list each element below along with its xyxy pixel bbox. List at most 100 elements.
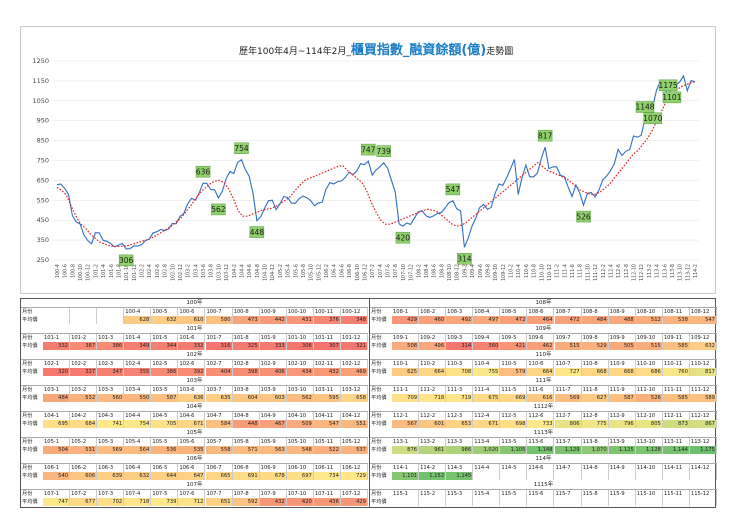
value-cell: 616	[527, 394, 555, 402]
month-cell	[43, 308, 71, 316]
value-cell: 515	[554, 342, 582, 350]
value-cell: 697	[286, 472, 314, 480]
year-heading: 105年	[21, 429, 368, 438]
month-cell: 110-1	[392, 360, 420, 368]
value-row-label: 平均價	[371, 369, 387, 375]
value-row-label: 平均價	[22, 447, 38, 453]
value-cell: 398	[232, 368, 260, 376]
month-cell: 104-1	[43, 412, 71, 420]
year-heading: 1113年	[370, 429, 717, 438]
x-tick-label: 101-12	[132, 264, 138, 281]
value-cell	[555, 498, 582, 506]
month-cell: 113-4	[473, 438, 501, 446]
value-cell: 406	[259, 368, 287, 376]
value-cell: 760	[662, 368, 690, 376]
month-cell: 109-11	[663, 334, 690, 342]
month-cell: 103-5	[151, 386, 179, 394]
data-label-box	[118, 254, 134, 267]
year-section: 105年 月份 105-1 105-2 105-3 105-4 105-5 105-6 105-…	[21, 429, 368, 455]
data-label-box	[395, 231, 411, 244]
value-row-label: 平均價	[371, 499, 387, 505]
month-cell: 115-12	[690, 490, 717, 498]
x-tick-label: 110-10	[539, 264, 545, 281]
monthly-average-table: 100年 月份 100-4 100-5 100-6 100-7 100-8 100-9 100-…	[20, 298, 717, 508]
y-tick-label: 750	[37, 157, 49, 165]
x-tick-label: 105-2	[278, 264, 284, 278]
chart-title-main: 櫃買指數_融資餘額(億)	[351, 42, 486, 58]
x-tick-label: 109-10	[493, 264, 499, 281]
month-cell: 101-7	[206, 334, 233, 342]
value-cell: 1,144	[662, 446, 690, 454]
month-cell: 109-10	[636, 334, 663, 342]
value-cell: 421	[500, 342, 528, 350]
month-cell: 110-8	[582, 360, 609, 368]
year-heading: 109年	[370, 325, 717, 334]
x-tick-label: 106-12	[362, 264, 368, 281]
month-row-label: 月份	[22, 465, 33, 471]
chart-title-suffix: 走勢圖	[486, 45, 513, 57]
month-cell: 105-7	[206, 438, 233, 446]
grid-lines	[53, 60, 699, 261]
value-cell: 563	[259, 446, 287, 454]
month-cell: 106-8	[233, 464, 260, 472]
value-row-label: 平均價	[371, 421, 387, 427]
value-cell: 436	[313, 498, 341, 506]
y-tick-label: 650	[37, 176, 49, 184]
month-cell: 102-2	[70, 360, 98, 368]
month-cell: 114-1	[392, 464, 420, 472]
x-tick-label: 109-12	[501, 264, 507, 281]
value-cell: 569	[97, 446, 125, 454]
x-tick-label: 108-10	[447, 264, 453, 281]
month-cell: 104-12	[341, 412, 368, 420]
x-tick-label: 109-4	[470, 264, 476, 278]
month-cell: 101-9	[260, 334, 287, 342]
month-cell: 111-10	[636, 386, 663, 394]
month-row: 月份 101-1 101-2 101-3 101-4 101-5 101-6 101-7 101…	[21, 334, 368, 342]
month-cell: 113-7	[555, 438, 582, 446]
month-cell: 101-10	[287, 334, 314, 342]
value-cell: 1,125	[608, 446, 636, 454]
data-label: 739	[377, 147, 392, 156]
month-cell: 115-8	[582, 490, 609, 498]
x-tick-label: 108-12	[455, 264, 461, 281]
chart-panel: 歷年100年4月~114年2月_櫃買指數_融資餘額(億)走勢圖 250 350 45…	[20, 26, 716, 294]
value-cell: 658	[340, 394, 368, 402]
value-cell	[663, 498, 690, 506]
month-cell: 105-9	[260, 438, 287, 446]
year-section: 103年 月份 103-1 103-2 103-3 103-4 103-5 103-6 103-…	[21, 377, 368, 403]
month-cell: 111-9	[609, 386, 636, 394]
month-cell: 100-6	[178, 308, 206, 316]
value-cell: 678	[259, 472, 287, 480]
value-cell: 1,020	[473, 446, 501, 454]
month-cell: 112-8	[582, 412, 609, 420]
value-cell: 651	[205, 498, 233, 506]
value-row: 平均價 628 632 610 580 473 442 431 376 348	[21, 316, 368, 324]
x-tick-label: 110-4	[516, 264, 522, 278]
value-cell: 627	[581, 394, 609, 402]
month-row: 月份 113-1 113-2 113-3 113-4 113-5 113-6 113-7 113…	[370, 438, 717, 446]
value-cell: 306	[286, 342, 314, 350]
value-cell: 548	[286, 446, 314, 454]
x-tick-label: 101-4	[101, 264, 107, 278]
value-cell: 316	[205, 342, 233, 350]
x-tick-label: 108-4	[424, 264, 430, 278]
month-row: 月份 107-1 107-2 107-3 107-4 107-5 107-6 107-7 107…	[21, 490, 368, 498]
x-tick-label: 100-4	[55, 264, 61, 278]
margin-balance-line	[56, 81, 696, 248]
month-cell: 104-11	[314, 412, 341, 420]
x-tick-label: 107-4	[378, 264, 384, 278]
x-tick-label: 106-6	[339, 264, 345, 278]
month-cell: 112-1	[392, 412, 420, 420]
month-cell: 115-6	[527, 490, 555, 498]
month-cell: 111-2	[419, 386, 447, 394]
value-cell: 531	[70, 446, 98, 454]
month-row: 月份 108-1 108-2 108-3 108-4 108-5 108-6 108-7 108…	[370, 308, 717, 316]
month-cell: 109-3	[446, 334, 474, 342]
x-tick-label: 113-2	[647, 264, 653, 278]
value-cell: 669	[500, 394, 528, 402]
month-row: 月份 111-1 111-2 111-3 111-4 111-5 111-6 111-7 111…	[370, 386, 717, 394]
month-cell: 111-6	[527, 386, 555, 394]
x-tick-label: 103-10	[216, 264, 222, 281]
value-cell: 431	[286, 316, 314, 324]
year-section: 1112年 月份 112-1 112-2 112-3 112-4 112-5 112-6 112…	[370, 403, 717, 429]
